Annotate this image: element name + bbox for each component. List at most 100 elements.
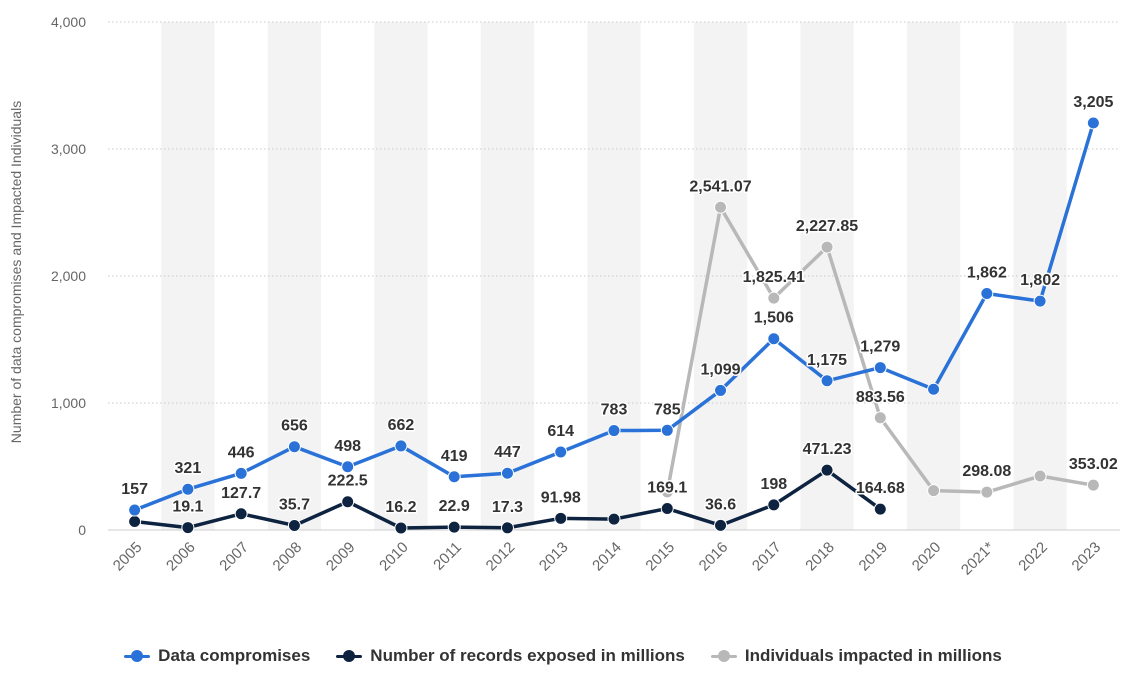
- data-point[interactable]: [181, 521, 195, 535]
- data-label: 3,205: [1073, 94, 1113, 111]
- data-point[interactable]: [394, 439, 408, 453]
- data-point[interactable]: [287, 518, 301, 532]
- data-point[interactable]: [447, 520, 461, 534]
- x-tick-label: 2005: [110, 539, 146, 575]
- data-point[interactable]: [128, 515, 142, 529]
- series-points: [128, 116, 1100, 535]
- data-label: 198: [760, 476, 787, 493]
- data-point[interactable]: [820, 374, 834, 388]
- legend-label: Data compromises: [158, 646, 311, 665]
- y-axis-ticks: 0 1,000 2,000 3,000 4,000: [51, 14, 86, 538]
- data-label: 783: [601, 402, 628, 419]
- y-tick-label: 1,000: [51, 395, 86, 411]
- legend: Data compromises Number of records expos…: [0, 646, 1126, 666]
- data-point[interactable]: [873, 502, 887, 516]
- x-tick-label: 2018: [802, 539, 838, 575]
- data-point[interactable]: [554, 445, 568, 459]
- x-tick-label: 2010: [376, 539, 412, 575]
- data-point[interactable]: [607, 424, 621, 438]
- data-point[interactable]: [820, 240, 834, 254]
- data-point[interactable]: [394, 521, 408, 535]
- data-label: 353.02: [1069, 456, 1118, 473]
- data-point[interactable]: [181, 482, 195, 496]
- data-point[interactable]: [447, 470, 461, 484]
- data-label: 22.9: [439, 498, 470, 515]
- data-label: 1,802: [1020, 272, 1060, 289]
- data-point[interactable]: [660, 423, 674, 437]
- data-point[interactable]: [927, 382, 941, 396]
- data-point[interactable]: [767, 498, 781, 512]
- x-tick-label: 2014: [589, 539, 625, 575]
- data-point[interactable]: [234, 466, 248, 480]
- x-tick-label: 2006: [163, 539, 199, 575]
- data-label: 446: [228, 444, 255, 461]
- data-point[interactable]: [1033, 294, 1047, 308]
- legend-item-data-compromises[interactable]: Data compromises: [124, 646, 310, 666]
- data-point[interactable]: [714, 200, 728, 214]
- data-label: 17.3: [492, 499, 523, 516]
- data-label: 321: [175, 460, 202, 477]
- data-point[interactable]: [128, 503, 142, 517]
- y-tick-label: 2,000: [51, 268, 86, 284]
- data-point[interactable]: [1033, 469, 1047, 483]
- data-label: 169.1: [647, 480, 687, 497]
- legend-marker-icon: [336, 650, 363, 662]
- data-label: 298.08: [962, 463, 1011, 480]
- x-tick-label: 2017: [749, 539, 785, 575]
- data-label: 16.2: [385, 499, 416, 516]
- data-point[interactable]: [873, 411, 887, 425]
- y-tick-label: 4,000: [51, 14, 86, 30]
- data-point[interactable]: [1086, 116, 1100, 130]
- legend-item-records-exposed[interactable]: Number of records exposed in millions: [336, 646, 685, 666]
- data-label: 1,862: [967, 265, 1007, 282]
- data-label: 662: [388, 417, 415, 434]
- data-label: 35.7: [279, 496, 310, 513]
- data-label: 2,541.07: [689, 178, 751, 195]
- data-point[interactable]: [341, 495, 355, 509]
- legend-label: Number of records exposed in millions: [370, 646, 685, 665]
- x-tick-label: 2016: [696, 539, 732, 575]
- data-point[interactable]: [287, 440, 301, 454]
- data-point[interactable]: [341, 460, 355, 474]
- legend-item-individuals-impacted[interactable]: Individuals impacted in millions: [710, 646, 1002, 666]
- data-point[interactable]: [820, 463, 834, 477]
- y-tick-label: 0: [78, 522, 86, 538]
- data-label: 785: [654, 401, 681, 418]
- data-label: 419: [441, 448, 468, 465]
- data-label: 157: [121, 481, 148, 498]
- x-tick-label: 2009: [323, 539, 359, 575]
- data-label: 36.6: [705, 496, 736, 513]
- data-point[interactable]: [500, 466, 514, 480]
- data-point[interactable]: [660, 485, 674, 499]
- data-point[interactable]: [980, 287, 994, 301]
- data-label: 222.5: [328, 473, 368, 490]
- x-tick-label: 2019: [856, 539, 892, 575]
- data-label: 91.98: [541, 489, 581, 506]
- data-point[interactable]: [234, 507, 248, 521]
- data-point[interactable]: [927, 484, 941, 498]
- data-point[interactable]: [1086, 478, 1100, 492]
- x-tick-label: 2012: [483, 539, 519, 575]
- column-band: [906, 22, 961, 530]
- legend-marker-icon: [124, 650, 151, 662]
- data-point[interactable]: [554, 511, 568, 525]
- data-point[interactable]: [607, 512, 621, 526]
- data-label: 127.7: [221, 485, 261, 502]
- data-label: 614: [547, 423, 574, 440]
- data-point[interactable]: [980, 485, 994, 499]
- data-point[interactable]: [714, 518, 728, 532]
- data-point[interactable]: [500, 521, 514, 535]
- data-point[interactable]: [660, 502, 674, 516]
- data-label: 498: [334, 438, 361, 455]
- data-label: 447: [494, 444, 521, 461]
- data-point[interactable]: [767, 332, 781, 346]
- data-label: 19.1: [172, 499, 203, 516]
- x-axis-ticks: 2005 2006 2007 2008 2009 2010 2011 2012 2013 2014…: [110, 539, 1104, 579]
- data-point[interactable]: [714, 383, 728, 397]
- data-label: 1,506: [754, 310, 794, 327]
- data-label: 1,279: [860, 339, 900, 356]
- data-point[interactable]: [873, 361, 887, 375]
- data-point[interactable]: [767, 291, 781, 305]
